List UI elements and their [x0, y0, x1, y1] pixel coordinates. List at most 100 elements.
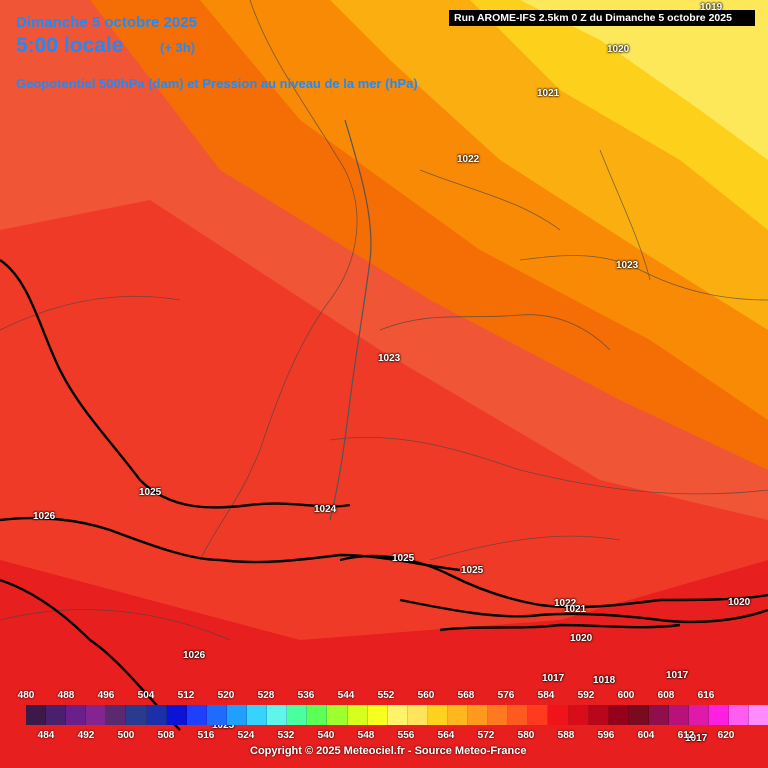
legend-tick: 600: [617, 690, 635, 701]
legend-swatch: [548, 705, 569, 725]
isobar-label: 1021: [564, 604, 587, 615]
legend-tick: 500: [117, 730, 135, 741]
legend-tick: 548: [357, 730, 375, 741]
legend-swatch: [468, 705, 489, 725]
legend-top-ticks: 480 488 496 504 512 520 528 536 544 552 …: [0, 690, 768, 704]
legend-colorbar: [26, 705, 768, 725]
isobar-label: 1025: [212, 720, 235, 731]
legend-swatch: [26, 705, 47, 725]
legend-swatch: [407, 705, 428, 725]
legend-swatch: [648, 705, 669, 725]
legend-tick: 544: [337, 690, 355, 701]
legend-swatch: [628, 705, 649, 725]
legend-tick: 484: [37, 730, 55, 741]
isobar-label: 1026: [183, 650, 206, 661]
isobar-label: 1023: [378, 353, 401, 364]
legend-tick: 604: [637, 730, 655, 741]
legend-tick: 480: [17, 690, 35, 701]
legend-swatch: [186, 705, 207, 725]
legend-swatch: [166, 705, 187, 725]
time-offset: (+ 3h): [160, 40, 196, 55]
legend-tick: 520: [217, 690, 235, 701]
legend-tick: 496: [97, 690, 115, 701]
isobar-label: 1021: [537, 88, 560, 99]
isobar-label: 1017: [542, 673, 565, 684]
legend-swatch: [327, 705, 348, 725]
legend-swatch: [387, 705, 408, 725]
legend-tick: 608: [657, 690, 675, 701]
legend-tick: 552: [377, 690, 395, 701]
legend-tick: 504: [137, 690, 155, 701]
isobar-label: 1018: [593, 675, 616, 686]
legend-tick: 612: [677, 730, 695, 741]
legend-swatch: [106, 705, 127, 725]
legend-swatch: [447, 705, 469, 725]
legend-swatch: [568, 705, 589, 725]
legend-tick: 536: [297, 690, 315, 701]
legend-swatch: [749, 705, 768, 725]
isobar-label: 1020: [728, 597, 751, 608]
legend-tick: 580: [517, 730, 535, 741]
legend-swatch: [287, 705, 308, 725]
isobar-label: 1026: [33, 511, 56, 522]
legend-bottom-ticks: 484 492 500 508 516 524 532 540 548 556 …: [0, 730, 768, 744]
isobar-label: 1025: [392, 553, 415, 564]
legend-tick: 508: [157, 730, 175, 741]
legend-tick: 560: [417, 690, 435, 701]
isobar-label: 1019: [700, 2, 723, 13]
band-yellow-light: [520, 0, 768, 160]
legend-swatch: [427, 705, 448, 725]
legend-tick: 576: [497, 690, 515, 701]
isobar-label: 1022: [554, 598, 577, 609]
legend-swatch: [608, 705, 629, 725]
legend-swatch: [226, 705, 248, 725]
legend-tick: 524: [237, 730, 255, 741]
legend-tick: 488: [57, 690, 75, 701]
legend-tick: 596: [597, 730, 615, 741]
legend-tick: 564: [437, 730, 455, 741]
time-line: 5:00 locale: [16, 34, 124, 57]
isobars: [0, 259, 768, 731]
legend-tick: 540: [317, 730, 335, 741]
legend-swatch: [689, 705, 710, 725]
isobar-label: 1017: [666, 670, 689, 681]
legend-swatch: [508, 705, 529, 725]
legend-swatch: [126, 705, 147, 725]
legend-tick: 588: [557, 730, 575, 741]
region-borders: [0, 0, 768, 641]
run-info: Run AROME-IFS 2.5km 0 Z du Dimanche 5 oc…: [449, 10, 755, 26]
legend-swatch: [86, 705, 107, 725]
legend-tick: 584: [537, 690, 555, 701]
legend-swatch: [307, 705, 328, 725]
legend-swatch: [367, 705, 388, 725]
isobar-label: 1017: [685, 733, 708, 744]
legend-swatch: [709, 705, 730, 725]
legend-swatch: [206, 705, 227, 725]
date-line: Dimanche 5 octobre 2025: [16, 14, 197, 31]
legend-swatch: [347, 705, 368, 725]
legend-tick: 572: [477, 730, 495, 741]
legend-swatch: [247, 705, 268, 725]
isobar-label: 1025: [139, 487, 162, 498]
isobar-label: 1024: [314, 504, 337, 515]
legend-tick: 620: [717, 730, 735, 741]
legend-swatch: [46, 705, 67, 725]
legend-tick: 568: [457, 690, 475, 701]
legend-swatch: [488, 705, 509, 725]
copyright-text: Copyright © 2025 Meteociel.fr - Source M…: [250, 745, 527, 757]
field-title: Geopotentiel 500hPa (dam) et Pression au…: [16, 76, 418, 91]
isobar-label: 1020: [607, 44, 630, 55]
legend-swatch: [528, 705, 549, 725]
legend-tick: 516: [197, 730, 215, 741]
isobar-label: 1022: [457, 154, 480, 165]
legend-swatch: [146, 705, 167, 725]
legend-tick: 528: [257, 690, 275, 701]
legend-swatch: [669, 705, 690, 725]
legend-tick: 512: [177, 690, 195, 701]
isobar-label: 1020: [570, 633, 593, 644]
legend-tick: 616: [697, 690, 715, 701]
legend-tick: 532: [277, 730, 295, 741]
legend-swatch: [729, 705, 750, 725]
